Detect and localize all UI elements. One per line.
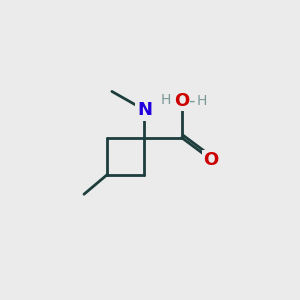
- Text: H: H: [160, 92, 171, 106]
- Text: O: O: [203, 151, 218, 169]
- Text: O: O: [174, 92, 189, 110]
- Text: -: -: [188, 92, 194, 110]
- Text: N: N: [137, 101, 152, 119]
- Text: H: H: [196, 94, 207, 108]
